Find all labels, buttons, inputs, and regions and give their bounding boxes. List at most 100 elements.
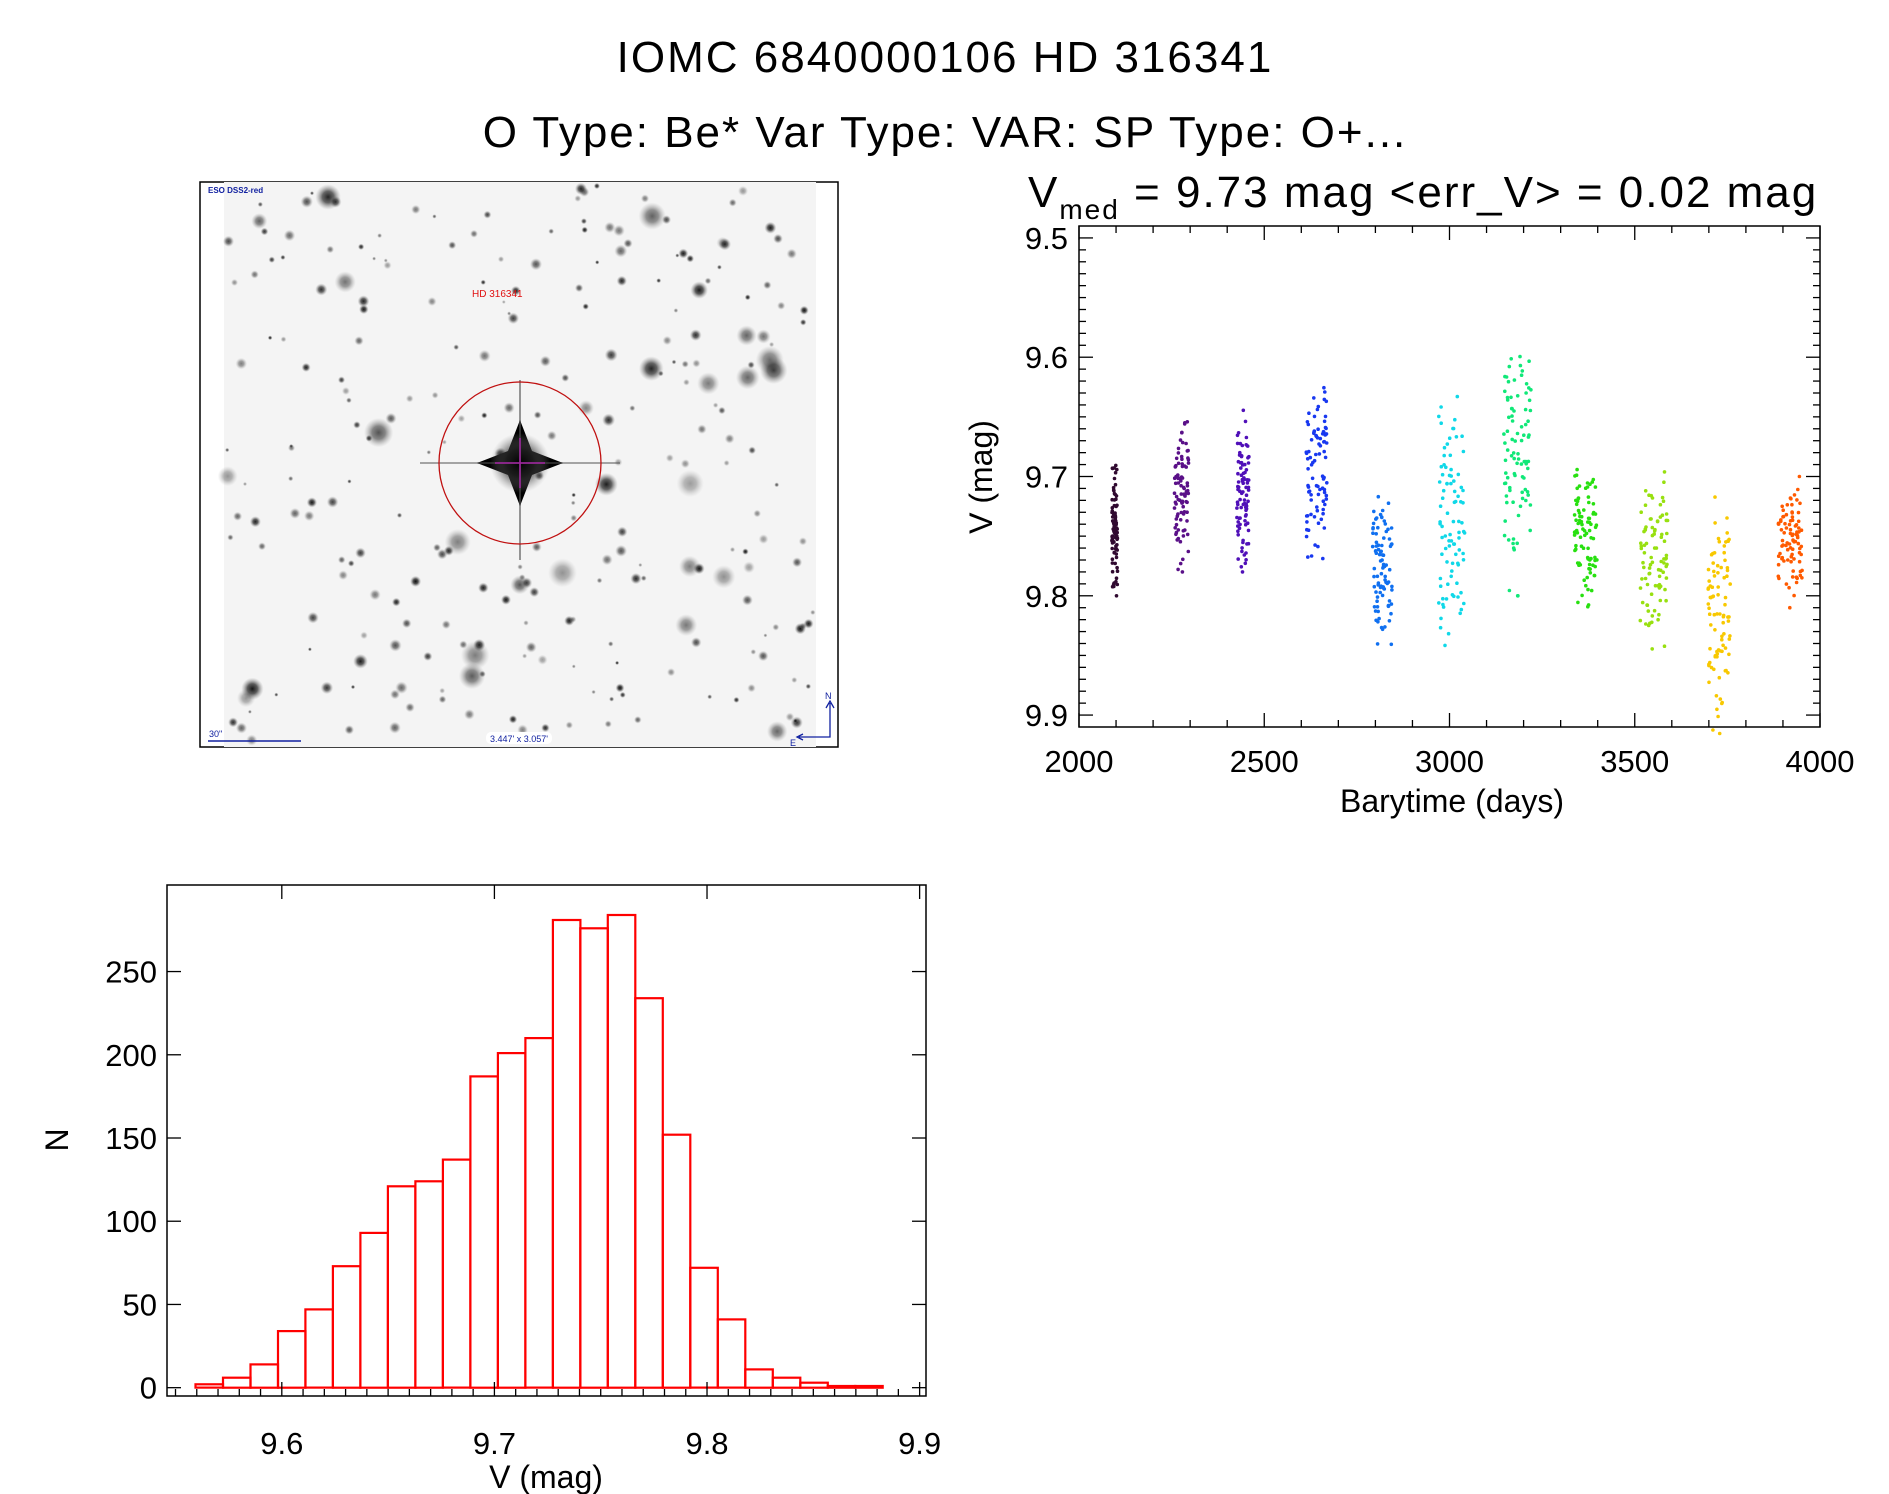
data-point — [1318, 487, 1322, 492]
data-point — [1725, 516, 1729, 520]
data-point — [1110, 506, 1115, 510]
data-point — [1796, 487, 1800, 492]
histogram-bar — [524, 1036, 555, 1389]
histogram-bar — [331, 1265, 362, 1389]
star — [683, 378, 690, 386]
data-point — [1586, 520, 1590, 524]
data-point — [1526, 459, 1531, 464]
data-point — [1716, 593, 1720, 597]
title-v: V — [1028, 168, 1059, 217]
star — [217, 466, 238, 487]
star — [615, 544, 628, 557]
star — [675, 614, 698, 637]
light-curve-title: Vmed = 9.73 mag <err_V> = 0.02 mag — [1028, 168, 1818, 225]
histogram-bar — [716, 1318, 747, 1389]
data-point — [1236, 484, 1240, 489]
star — [574, 195, 582, 202]
data-point — [1115, 467, 1119, 472]
star — [354, 336, 364, 346]
data-point — [1449, 539, 1454, 543]
data-point — [1243, 522, 1248, 527]
star — [594, 472, 618, 496]
star — [548, 228, 555, 235]
data-point — [1110, 466, 1115, 471]
data-point — [1518, 363, 1523, 368]
star — [712, 565, 736, 589]
star — [729, 546, 736, 553]
data-point — [1176, 446, 1181, 451]
data-point — [1239, 565, 1244, 569]
data-point — [1246, 499, 1250, 504]
data-point — [1375, 599, 1379, 603]
data-point — [1238, 450, 1242, 455]
data-point — [1112, 524, 1116, 529]
star — [517, 564, 523, 570]
data-point — [1664, 576, 1669, 580]
data-point — [1657, 574, 1662, 579]
data-point — [1441, 596, 1445, 601]
data-point — [1504, 494, 1509, 498]
data-point — [1240, 549, 1244, 554]
data-point — [1374, 516, 1379, 520]
data-point — [1520, 490, 1524, 495]
data-point — [1527, 433, 1531, 437]
data-point — [1245, 481, 1250, 485]
data-point — [1444, 597, 1449, 601]
data-point — [1652, 529, 1657, 533]
data-point — [1386, 580, 1391, 584]
title-line-2: O Type: Be* Var Type: VAR: SP Type: O+..… — [483, 108, 1408, 157]
data-point — [1788, 605, 1792, 610]
data-point — [1513, 439, 1517, 443]
data-point — [1644, 525, 1648, 529]
data-point — [1720, 634, 1724, 639]
data-point — [1797, 559, 1802, 564]
star — [786, 248, 797, 259]
star — [227, 534, 234, 541]
data-point — [1445, 442, 1450, 446]
star — [385, 412, 397, 424]
data-point — [1446, 631, 1451, 636]
data-point — [1658, 515, 1663, 519]
data-point — [1787, 522, 1792, 527]
light-curve-chart: Vmed = 9.73 mag <err_V> = 0.02 mag 2000 2… — [963, 168, 1854, 819]
data-point — [1798, 546, 1802, 551]
star — [697, 372, 720, 395]
star — [500, 594, 512, 605]
data-point — [1445, 560, 1449, 564]
data-point — [1241, 538, 1245, 543]
data-point — [1449, 467, 1453, 472]
data-point — [1507, 364, 1512, 369]
star — [697, 424, 707, 435]
data-point — [1658, 568, 1663, 573]
data-point — [1722, 575, 1726, 580]
data-point — [1503, 441, 1507, 445]
star — [792, 557, 803, 568]
scale-bar-label: 30" — [209, 729, 222, 739]
data-point — [1115, 565, 1119, 570]
data-point — [1585, 485, 1590, 489]
data-point — [1448, 532, 1452, 537]
data-point — [1375, 595, 1380, 599]
data-point — [1790, 575, 1795, 579]
star — [747, 361, 755, 369]
data-point — [1519, 438, 1524, 443]
data-point — [1528, 528, 1532, 533]
star — [242, 481, 248, 487]
data-point — [1380, 543, 1384, 548]
data-point — [1456, 563, 1461, 567]
data-point — [1112, 491, 1117, 496]
data-point — [1309, 438, 1314, 442]
data-point — [1650, 614, 1655, 618]
star — [247, 709, 252, 714]
histogram-bar — [414, 1180, 444, 1389]
data-point — [1511, 451, 1516, 455]
star — [438, 695, 447, 704]
data-point — [1518, 354, 1522, 359]
data-point — [1238, 461, 1243, 465]
data-point — [1374, 544, 1379, 548]
star — [774, 482, 780, 488]
star — [623, 238, 633, 248]
data-point — [1586, 587, 1590, 592]
data-point — [1389, 642, 1394, 647]
data-point — [1374, 590, 1378, 594]
